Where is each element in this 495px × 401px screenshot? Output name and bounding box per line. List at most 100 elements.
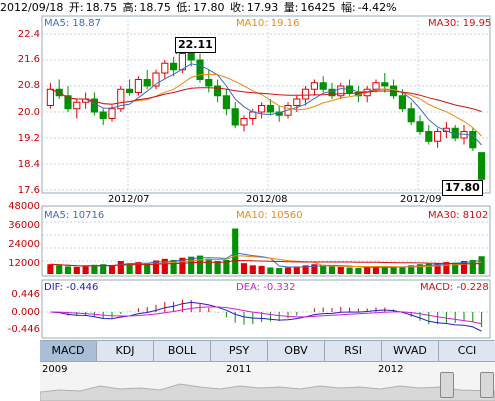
volume-bar	[135, 262, 142, 274]
header-volume-label: 量:	[283, 1, 299, 14]
candle-body	[108, 108, 116, 119]
volume-bar	[311, 264, 318, 274]
volume-tick-2: 24000	[8, 239, 40, 250]
header-change: -4.42%	[357, 1, 397, 14]
volume-bar	[249, 265, 256, 274]
volume-ma30-label: MA30: 8102	[428, 210, 489, 221]
volume-bar	[64, 266, 72, 274]
tab-psy[interactable]: PSY	[211, 341, 268, 361]
volume-bar	[170, 259, 177, 274]
volume-tick-1: 36000	[8, 220, 40, 231]
candle-body	[196, 59, 204, 80]
volume-bar	[240, 263, 248, 274]
volume-bar	[205, 258, 212, 274]
tab-macd[interactable]: MACD	[40, 341, 97, 361]
volume-bar	[443, 262, 450, 274]
volume-bar	[425, 263, 432, 274]
volume-bar	[82, 266, 89, 274]
time-navigator[interactable]: 2009 2011 2012	[40, 361, 495, 401]
header-change-label: 幅:	[341, 1, 356, 14]
macd-value-label: MACD: -0.228	[420, 282, 489, 293]
tab-kdj[interactable]: KDJ	[97, 341, 154, 361]
volume-tick-3: 12000	[8, 258, 40, 269]
volume-bar	[390, 267, 397, 274]
candle-body	[425, 131, 433, 142]
macd-dif-label: DIF: -0.446	[44, 282, 99, 293]
volume-bar	[161, 258, 168, 274]
dif-line	[50, 301, 482, 332]
price-tick-6: 17.6	[17, 185, 40, 196]
volume-bar	[478, 256, 485, 274]
header-low: 17.80	[193, 1, 225, 14]
volume-bar	[434, 263, 441, 274]
volume-bar	[416, 264, 424, 274]
volume-bar	[469, 259, 476, 274]
nav-year-2011: 2011	[226, 364, 252, 375]
volume-bar	[302, 265, 309, 274]
volume-bar	[328, 266, 336, 274]
price-ma5-label: MA5: 18.87	[44, 18, 102, 29]
nav-slider-right-handle[interactable]	[480, 372, 494, 398]
tab-rsi[interactable]: RSI	[325, 341, 382, 361]
volume-bar	[267, 267, 274, 274]
candle-body	[319, 82, 327, 90]
volume-ma5-label: MA5: 10716	[44, 210, 105, 221]
candle-body	[73, 101, 81, 110]
candle-body	[434, 131, 442, 142]
price-ma30-label: MA30: 19.95	[428, 18, 492, 29]
candle-body	[187, 53, 195, 61]
stock-chart[interactable]	[0, 0, 495, 340]
volume-bar	[126, 263, 133, 274]
candle-body	[99, 111, 107, 119]
tab-obv[interactable]: OBV	[268, 341, 325, 361]
volume-bar	[293, 266, 300, 274]
header-high-label: 高:	[122, 1, 138, 14]
candle-body	[134, 79, 142, 93]
volume-bar	[337, 266, 344, 274]
dea-line	[50, 306, 482, 325]
high-price-callout: 22.11	[175, 37, 216, 53]
header-date: 2012/09/18	[0, 1, 64, 14]
volume-bar	[346, 267, 353, 274]
candle-body	[117, 88, 125, 110]
candle-body	[46, 88, 54, 106]
quote-header: 2012/09/18 开: 18.75 高: 18.75 低: 17.80 收: 17.…	[0, 0, 495, 16]
candle-body	[161, 62, 169, 74]
macd-tick-0: 0.446	[11, 289, 40, 300]
volume-bar	[47, 264, 54, 274]
volume-bar	[258, 265, 265, 274]
tab-cci[interactable]: CCI	[457, 344, 477, 357]
candle-body	[407, 108, 415, 123]
volume-bar	[91, 264, 98, 274]
volume-bar	[108, 265, 116, 274]
volume-bar	[196, 255, 204, 274]
candle-body	[222, 95, 230, 110]
nav-year-2009: 2009	[42, 364, 68, 375]
volume-tick-0: 48000	[8, 201, 40, 212]
candle-body	[240, 118, 248, 126]
date-tick-1: 2012/08	[246, 194, 288, 205]
candle-body	[64, 95, 72, 110]
volume-bar	[232, 228, 239, 274]
volume-bar	[179, 257, 186, 274]
volume-bar	[188, 256, 195, 274]
price-tick-1: 21.6	[17, 54, 40, 65]
volume-bar	[364, 267, 371, 274]
candle-body	[214, 85, 222, 97]
volume-bar	[144, 263, 151, 274]
tab-boll[interactable]: BOLL	[154, 341, 211, 361]
volume-bar	[56, 265, 63, 274]
header-volume: 16425	[300, 1, 336, 14]
tab-wvad[interactable]: WVAD	[382, 341, 439, 361]
candle-body	[416, 121, 424, 132]
volume-bar	[152, 260, 160, 274]
candle-body	[302, 88, 310, 100]
header-high: 18.75	[139, 1, 171, 14]
candle-body	[372, 82, 380, 90]
nav-slider-left-handle[interactable]	[440, 372, 454, 398]
header-close: 17.93	[246, 1, 279, 14]
volume-bar	[372, 266, 380, 274]
volume-ma10-label: MA10: 10560	[236, 210, 303, 221]
volume-panel-frame	[41, 205, 491, 277]
date-tick-2: 2012/09	[400, 194, 442, 205]
